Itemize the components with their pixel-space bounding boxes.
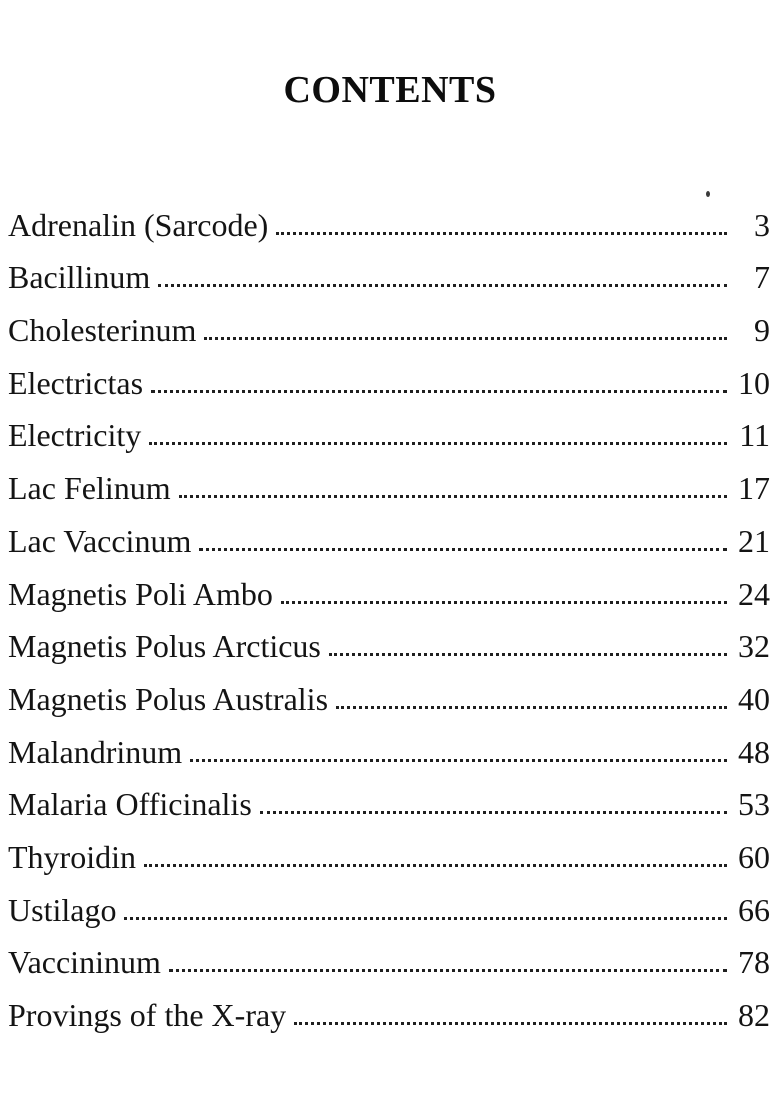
entry-title: Magnetis Polus Australis — [8, 680, 329, 717]
toc-entry: Adrenalin (Sarcode) 3 — [8, 188, 770, 241]
toc-entry: Electrictas 10 — [8, 346, 770, 399]
dot-leader — [328, 653, 727, 657]
entry-title: Thyroidin — [8, 838, 136, 875]
dot-leader — [168, 969, 727, 973]
entry-page-number: 3 — [754, 206, 770, 243]
entry-page-number: 66 — [738, 891, 770, 928]
dot-leader — [124, 916, 727, 920]
entry-page-number: 24 — [738, 575, 770, 612]
page-title: CONTENTS — [283, 69, 497, 111]
toc-entry: Thyroidin 60 — [8, 820, 770, 873]
toc-entry: Malandrinum 48 — [8, 715, 770, 768]
dot-leader — [178, 495, 727, 499]
dot-leader — [204, 337, 727, 341]
toc-entry: Ustilago 66 — [8, 873, 770, 926]
dot-leader — [336, 705, 727, 709]
dot-leader — [276, 231, 727, 235]
dot-leader — [190, 758, 727, 762]
toc-entry: Malaria Officinalis 53 — [8, 768, 770, 823]
entry-page-number: 21 — [738, 522, 770, 559]
toc-entry: Provings of the X-ray 82 — [8, 978, 770, 1031]
toc-entry: Cholesterinum 9 — [8, 293, 770, 346]
dot-leader — [199, 547, 727, 551]
dot-leader — [259, 811, 727, 815]
dot-leader — [158, 284, 727, 288]
entry-page-number: 9 — [754, 312, 770, 349]
dot-leader — [143, 863, 727, 867]
entry-page-number: 82 — [738, 997, 770, 1033]
toc-entry: Bacillinum 7 — [8, 241, 770, 296]
entry-title: Ustilago — [8, 891, 117, 928]
entry-page-number: 48 — [738, 733, 770, 770]
dot-leader — [280, 600, 727, 604]
dot-leader — [151, 389, 727, 393]
entry-page-number: 32 — [738, 628, 770, 665]
entry-title: Electrictas — [8, 364, 144, 401]
entry-page-number: 10 — [738, 364, 770, 401]
toc-list: Adrenalin (Sarcode) 3 Bacillinum 7 Chole… — [8, 188, 770, 1031]
entry-title: Electricity — [8, 417, 142, 454]
toc-entry: Electricity 11 — [8, 399, 770, 454]
entry-title: Lac Vaccinum — [8, 522, 192, 559]
entry-title: Malandrinum — [8, 733, 183, 770]
entry-title: Lac Felinum — [8, 470, 171, 507]
scan-speck — [706, 191, 710, 197]
entry-page-number: 40 — [738, 680, 770, 717]
entry-page-number: 17 — [738, 470, 770, 507]
entry-title: Cholesterinum — [8, 312, 197, 349]
toc-entry: Lac Vaccinum 21 — [8, 504, 770, 557]
toc-entry: Lac Felinum 17 — [8, 451, 770, 504]
toc-entry: Magnetis Poli Ambo 24 — [8, 557, 770, 610]
entry-title: Adrenalin (Sarcode) — [8, 206, 269, 243]
dot-leader — [149, 442, 727, 446]
entry-title: Provings of the X-ray — [8, 997, 287, 1033]
entry-title: Vaccininum — [8, 944, 161, 981]
toc-entry: Magnetis Polus Australis 40 — [8, 662, 770, 715]
entry-page-number: 53 — [738, 786, 770, 823]
entry-page-number: 78 — [738, 944, 770, 981]
entry-title: Malaria Officinalis — [8, 786, 252, 823]
dot-leader — [294, 1022, 727, 1025]
entry-title: Bacillinum — [8, 259, 151, 296]
entry-page-number: 60 — [738, 838, 770, 875]
entry-title: Magnetis Poli Ambo — [8, 575, 273, 612]
toc-entry: Magnetis Polus Arcticus 32 — [8, 610, 770, 665]
entry-page-number: 7 — [754, 259, 770, 296]
entry-title: Magnetis Polus Arcticus — [8, 628, 321, 665]
toc-entry: Vaccininum 78 — [8, 926, 770, 981]
entry-page-number: 11 — [739, 417, 770, 454]
